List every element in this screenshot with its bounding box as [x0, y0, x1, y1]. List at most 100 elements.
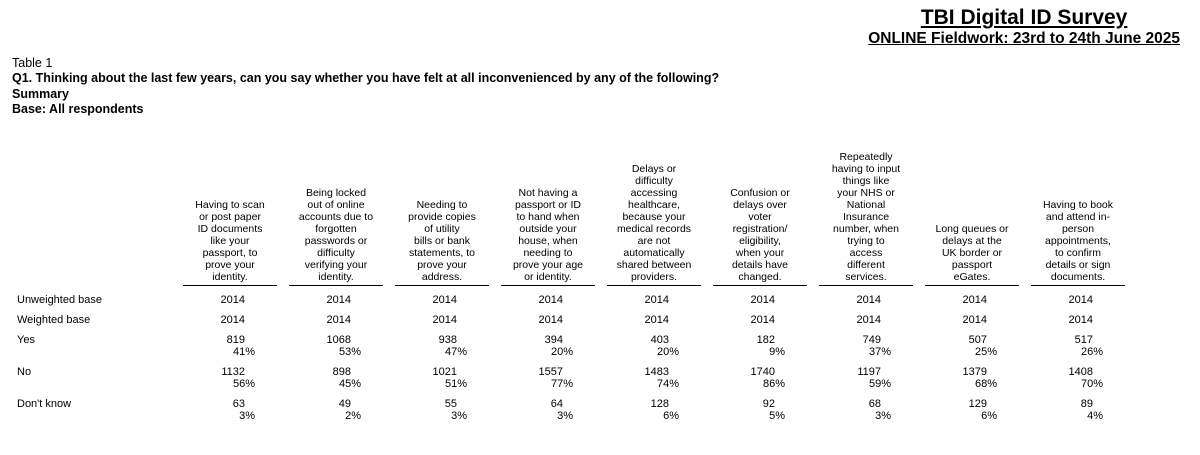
table-cell: 2014 [1027, 294, 1133, 306]
cell-count: 1132 [221, 366, 245, 378]
row-label: Yes [17, 334, 35, 346]
column-header: Having to scan or post paper ID document… [183, 199, 277, 286]
table-cell: 1483 74% [603, 366, 709, 390]
cell-count: 938 [438, 334, 457, 346]
cell-count: 819 [226, 334, 245, 346]
table-row: Unweighted base 2014 2014 2014 2014 2014 2014 2… [15, 294, 1133, 306]
cell-count: 128 [650, 398, 669, 410]
table-cell: 1068 53% [285, 334, 391, 358]
page-title: TBI Digital ID Survey [920, 6, 1128, 29]
cell-count: 1021 [432, 366, 457, 378]
cell-percent: 45% [338, 378, 361, 390]
cell-count: 394 [544, 334, 563, 346]
table-cell: 2014 [285, 314, 391, 326]
table-row: Don't know 63 3% 49 2% 55 3% 64 3% 128 6% 92 5% 68 3% 1… [15, 398, 1133, 422]
column-header: Confusion or delays over voter registrat… [713, 187, 807, 286]
cell-percent: 25% [974, 346, 997, 358]
cell-count: 2014 [644, 314, 669, 326]
cell-count: 1068 [326, 334, 351, 346]
cell-percent: 20% [656, 346, 679, 358]
table-cell: 2014 [179, 294, 285, 306]
cell-count: 2014 [962, 314, 987, 326]
cell-percent: 6% [981, 410, 997, 422]
cell-count: 898 [332, 366, 351, 378]
table-cell: 2014 [391, 294, 497, 306]
table-cell: 394 20% [497, 334, 603, 358]
table-cell: 64 3% [497, 398, 603, 422]
table-cell: 938 47% [391, 334, 497, 358]
cell-count: 1483 [644, 366, 669, 378]
table-cell: 1557 77% [497, 366, 603, 390]
table-row: No 1132 56% 898 45% 1021 51% 1557 77% 1483 74% 1740… [15, 366, 1133, 390]
survey-table: Having to scan or post paper ID document… [15, 140, 1133, 422]
table-cell: 2014 [709, 294, 815, 306]
column-header: Being locked out of online accounts due … [289, 187, 383, 286]
table-cell: 2014 [709, 314, 815, 326]
table-cell: 507 25% [921, 334, 1027, 358]
cell-count: 2014 [432, 294, 457, 306]
cell-count: 2014 [1068, 314, 1093, 326]
table-number-label: Table 1 [12, 56, 53, 70]
cell-percent: 59% [868, 378, 891, 390]
row-label: No [17, 366, 32, 378]
cell-percent: 37% [868, 346, 891, 358]
base-label: Base: All respondents [12, 101, 144, 116]
fieldwork-subtitle: ONLINE Fieldwork: 23rd to 24th June 2025 [868, 30, 1180, 47]
table-cell: 1740 86% [709, 366, 815, 390]
cell-count: 1197 [857, 366, 881, 378]
row-label: Weighted base [17, 314, 91, 326]
cell-percent: 86% [762, 378, 785, 390]
table-cell: 2014 [1027, 314, 1133, 326]
cell-percent: 68% [974, 378, 997, 390]
table-cell: 749 37% [815, 334, 921, 358]
table-cell: 2014 [921, 294, 1027, 306]
cell-count: 749 [862, 334, 881, 346]
cell-count: 2014 [750, 314, 775, 326]
cell-percent: 74% [656, 378, 679, 390]
table-cell: 55 3% [391, 398, 497, 422]
table-cell: 182 9% [709, 334, 815, 358]
summary-label: Summary [12, 86, 69, 101]
cell-percent: 4% [1087, 410, 1103, 422]
table-cell: 2014 [603, 294, 709, 306]
table-cell: 1021 51% [391, 366, 497, 390]
cell-count: 403 [650, 334, 669, 346]
table-meta: Table 1 Q1. Thinking about the last few … [12, 56, 719, 117]
cell-percent: 3% [875, 410, 891, 422]
question-text: Q1. Thinking about the last few years, c… [12, 71, 720, 86]
table-cell: 2014 [921, 314, 1027, 326]
cell-percent: 6% [663, 410, 679, 422]
table-cell: 2014 [497, 314, 603, 326]
cell-count: 2014 [962, 294, 987, 306]
cell-percent: 56% [232, 378, 255, 390]
cell-count: 68 [868, 398, 881, 410]
cell-count: 517 [1074, 334, 1093, 346]
table-cell: 2014 [815, 294, 921, 306]
cell-count: 2014 [750, 294, 775, 306]
cell-count: 89 [1080, 398, 1093, 410]
cell-percent: 3% [239, 410, 255, 422]
cell-count: 49 [338, 398, 351, 410]
cell-count: 2014 [326, 294, 351, 306]
table-cell: 68 3% [815, 398, 921, 422]
column-header: Long queues or delays at the UK border o… [925, 223, 1019, 286]
cell-percent: 77% [550, 378, 573, 390]
cell-count: 1557 [538, 366, 563, 378]
row-label: Don't know [17, 398, 72, 410]
cell-count: 64 [550, 398, 563, 410]
cell-count: 1379 [962, 366, 987, 378]
cell-percent: 3% [451, 410, 467, 422]
column-header: Not having a passport or ID to hand when… [501, 187, 595, 286]
column-header: Having to book and attend in- person app… [1031, 199, 1125, 286]
cell-count: 2014 [1068, 294, 1093, 306]
cell-count: 2014 [856, 294, 881, 306]
table-cell: 128 6% [603, 398, 709, 422]
cell-percent: 26% [1080, 346, 1103, 358]
cell-count: 507 [968, 334, 987, 346]
cell-count: 129 [968, 398, 987, 410]
cell-count: 2014 [220, 294, 245, 306]
cell-count: 1740 [750, 366, 775, 378]
table-row: Yes 819 41% 1068 53% 938 47% 394 20% 403 20% 182 9% 7… [15, 334, 1133, 358]
row-label: Unweighted base [17, 294, 103, 306]
table-cell: 819 41% [179, 334, 285, 358]
